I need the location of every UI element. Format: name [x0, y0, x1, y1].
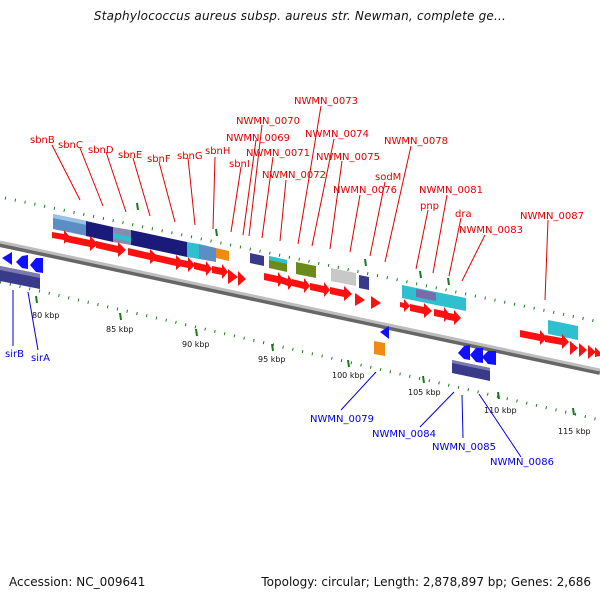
reverse-feature-band [0, 266, 490, 381]
tick-label-110: 110 kbp [484, 406, 517, 415]
gene-label-sbnG: sbnG [177, 151, 203, 162]
tick-label-95: 95 kbp [258, 355, 286, 364]
topology-text: Topology: circular; Length: 2,878,897 bp… [261, 575, 591, 589]
gene-label-NWMN-0076: NWMN_0076 [333, 185, 397, 196]
forward-gene-labels: sbnB sbnC sbnD sbnE sbnF sbnG sbnH sbnI … [30, 96, 584, 236]
backbone [0, 240, 600, 372]
gene-label-NWMN-0084: NWMN_0084 [372, 429, 436, 440]
gene-label-NWMN-0087: NWMN_0087 [520, 211, 584, 222]
gene-label-sbnE: sbnE [118, 150, 142, 161]
tick-label-90: 90 kbp [182, 340, 210, 349]
gene-label-sbnF: sbnF [147, 154, 171, 165]
gene-label-pnp: pnp [420, 201, 439, 212]
gene-label-sbnD: sbnD [88, 145, 114, 156]
gene-label-dra: dra [455, 209, 472, 220]
major-ticks [35, 202, 575, 416]
tick-label-105: 105 kbp [408, 388, 441, 397]
leader-lines-forward [51, 105, 549, 301]
gene-label-NWMN-0071: NWMN_0071 [246, 148, 310, 159]
reverse-gene-labels: sirB sirA NWMN_0079 NWMN_0084 NWMN_0085 … [5, 349, 554, 468]
gene-label-NWMN-0074: NWMN_0074 [305, 129, 369, 140]
gene-label-NWMN-0081: NWMN_0081 [419, 185, 483, 196]
gene-label-sbnB: sbnB [30, 135, 55, 146]
gene-label-NWMN-0083: NWMN_0083 [459, 225, 523, 236]
tick-label-80: 80 kbp [32, 311, 60, 320]
gene-label-NWMN-0086: NWMN_0086 [490, 457, 554, 468]
kbp-tick-labels: 80 kbp 85 kbp 90 kbp 95 kbp 100 kbp 105 … [32, 311, 591, 436]
gene-label-sirA: sirA [31, 353, 50, 364]
gene-label-NWMN-0079: NWMN_0079 [310, 414, 374, 425]
leader-lines-reverse [12, 290, 522, 458]
reverse-gene-arrows [2, 252, 496, 365]
gene-label-NWMN-0085: NWMN_0085 [432, 442, 496, 453]
tick-label-115: 115 kbp [558, 427, 591, 436]
tick-label-100: 100 kbp [332, 371, 365, 380]
genome-title: Staphylococcus aureus subsp. aureus str.… [93, 9, 507, 23]
gene-label-sbnC: sbnC [58, 140, 83, 151]
gene-label-sbnH: sbnH [205, 146, 230, 157]
gene-label-sbnI: sbnI [229, 159, 250, 170]
gene-label-NWMN-0073: NWMN_0073 [294, 96, 358, 107]
accession-text: Accession: NC_009641 [9, 575, 146, 589]
gene-label-sodM: sodM [375, 172, 401, 183]
gene-label-NWMN-0072: NWMN_0072 [262, 170, 326, 181]
tick-label-85: 85 kbp [106, 325, 134, 334]
gene-label-NWMN-0069: NWMN_0069 [226, 133, 290, 144]
forward-gene-arrows [52, 230, 600, 359]
gene-label-sirB: sirB [5, 349, 24, 360]
gene-label-NWMN-0070: NWMN_0070 [236, 116, 300, 127]
gene-label-NWMN-0078: NWMN_0078 [384, 136, 448, 147]
forward-feature-band [53, 214, 578, 340]
backbone-shadow [0, 241, 600, 375]
gene-label-NWMN-0075: NWMN_0075 [316, 152, 380, 163]
